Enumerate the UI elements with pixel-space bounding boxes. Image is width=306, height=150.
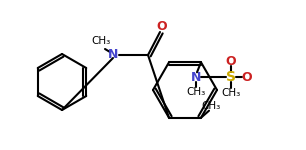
Text: O: O	[226, 55, 236, 68]
Text: O: O	[242, 71, 252, 84]
Text: CH₃: CH₃	[221, 88, 241, 98]
Text: CH₃: CH₃	[91, 36, 111, 46]
Text: CH₃: CH₃	[186, 87, 206, 97]
Text: O: O	[157, 21, 167, 33]
Text: N: N	[108, 48, 118, 62]
Text: S: S	[226, 70, 236, 84]
Text: N: N	[191, 71, 201, 84]
Text: CH₃: CH₃	[201, 101, 221, 111]
